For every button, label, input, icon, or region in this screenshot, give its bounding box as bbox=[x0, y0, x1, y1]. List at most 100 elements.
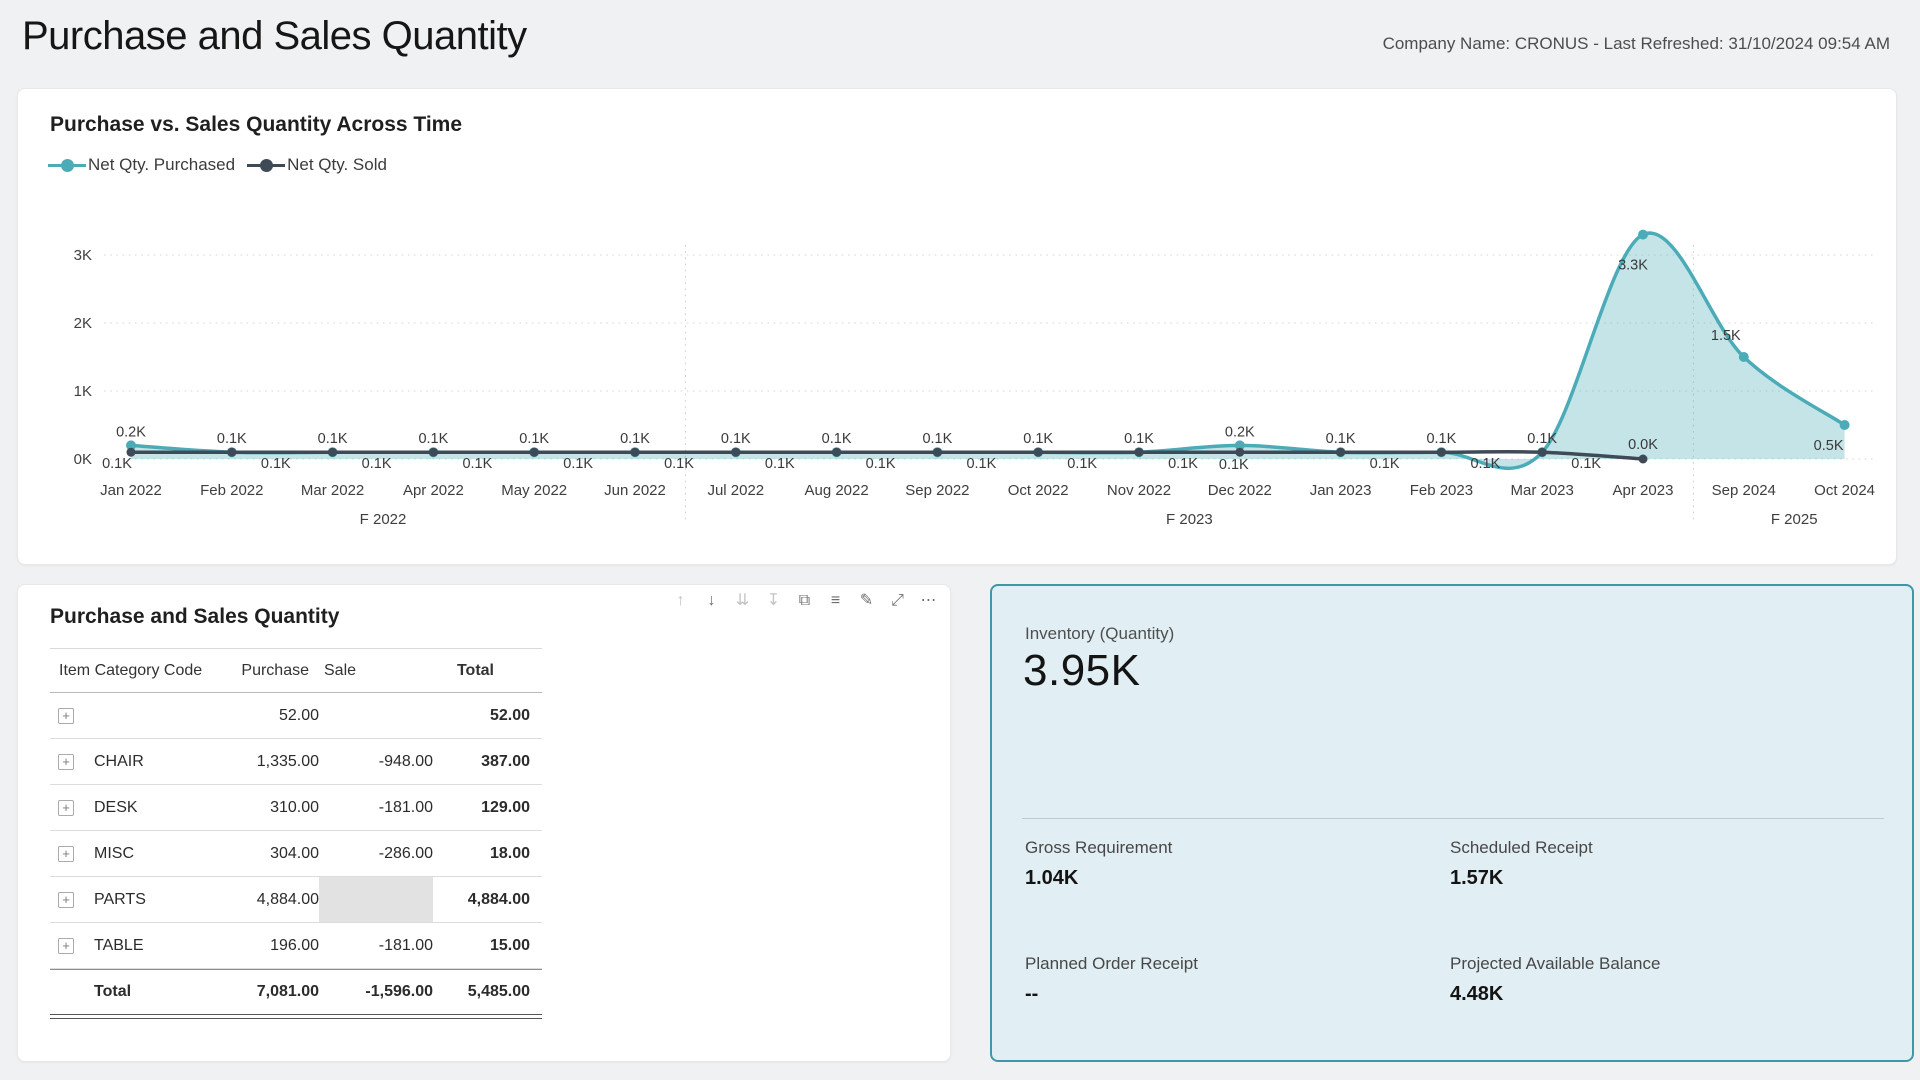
metric-value: -- bbox=[1025, 983, 1445, 1006]
sold-data-point[interactable] bbox=[832, 448, 841, 457]
sold-data-point[interactable] bbox=[328, 448, 337, 457]
sold-data-point[interactable] bbox=[1235, 448, 1244, 457]
metric-label: Scheduled Receipt bbox=[1450, 838, 1870, 858]
purchased-data-label: 0.1K bbox=[217, 431, 247, 447]
line-chart-plot-area[interactable]: 0K1K2K3KJan 2022Feb 2022Mar 2022Apr 2022… bbox=[18, 219, 1898, 559]
expand-row-icon[interactable]: + bbox=[58, 754, 74, 770]
sold-data-point[interactable] bbox=[530, 448, 539, 457]
sold-data-point[interactable] bbox=[1135, 448, 1144, 457]
x-axis-fiscal-year-label: F 2025 bbox=[1771, 511, 1818, 528]
sold-data-label: 0.1K bbox=[261, 456, 291, 472]
sold-data-point[interactable] bbox=[1639, 455, 1648, 464]
x-axis-month-label: Nov 2022 bbox=[1107, 482, 1171, 499]
sale-cell: -286.00 bbox=[319, 831, 433, 876]
metric-planned-order-receipt: Planned Order Receipt -- bbox=[1025, 954, 1445, 1006]
item-category-code-cell: MISC bbox=[78, 831, 224, 876]
sold-data-point[interactable] bbox=[429, 448, 438, 457]
sold-data-label: 0.1K bbox=[462, 456, 492, 472]
y-axis-tick-label: 0K bbox=[74, 451, 92, 468]
expand-row-icon[interactable]: + bbox=[58, 800, 74, 816]
x-axis-fiscal-year-label: F 2022 bbox=[360, 511, 407, 528]
copy-icon[interactable]: ⧉ bbox=[795, 591, 814, 610]
purchased-data-label: 3.3K bbox=[1618, 258, 1648, 274]
table-row[interactable]: +CHAIR1,335.00-948.00387.00 bbox=[50, 739, 542, 785]
total-cell: 129.00 bbox=[433, 785, 530, 830]
col-header-purchase[interactable]: Purchase bbox=[224, 662, 319, 680]
sold-data-point[interactable] bbox=[1538, 448, 1547, 457]
table-row[interactable]: +PARTS4,884.004,884.00 bbox=[50, 877, 542, 923]
table-row[interactable]: +MISC304.00-286.0018.00 bbox=[50, 831, 542, 877]
col-header-item-category-code[interactable]: Item Category Code bbox=[50, 662, 224, 680]
legend-label-purchased: Net Qty. Purchased bbox=[88, 155, 235, 175]
sale-cell: -948.00 bbox=[319, 739, 433, 784]
expander-cell bbox=[50, 970, 78, 1014]
metric-label: Planned Order Receipt bbox=[1025, 954, 1445, 974]
x-axis-month-label: Sep 2022 bbox=[905, 482, 969, 499]
drill-down-icon[interactable]: ↓ bbox=[702, 591, 721, 610]
total-cell: 18.00 bbox=[433, 831, 530, 876]
sold-data-point[interactable] bbox=[933, 448, 942, 457]
purchase-cell: 304.00 bbox=[224, 831, 319, 876]
expander-cell: + bbox=[50, 693, 78, 738]
x-axis-month-label: Sep 2024 bbox=[1712, 482, 1776, 499]
purchased-data-label: 0.1K bbox=[418, 431, 448, 447]
purchased-data-label: 0.1K bbox=[922, 431, 952, 447]
sold-data-point[interactable] bbox=[1437, 448, 1446, 457]
sold-data-point[interactable] bbox=[227, 448, 236, 457]
expand-row-icon[interactable]: + bbox=[58, 892, 74, 908]
legend-item-purchased[interactable]: Net Qty. Purchased bbox=[48, 155, 235, 175]
kpi-card-divider bbox=[1022, 818, 1884, 819]
expand-row-icon[interactable]: + bbox=[58, 938, 74, 954]
item-category-code-cell: Total bbox=[78, 970, 224, 1014]
sale-cell bbox=[319, 877, 433, 922]
sold-data-label: 0.1K bbox=[966, 456, 996, 472]
purchased-data-point[interactable] bbox=[1840, 420, 1850, 430]
edit-icon[interactable]: ✎ bbox=[857, 591, 876, 610]
table-row[interactable]: +TABLE196.00-181.0015.00 bbox=[50, 923, 542, 969]
legend-item-sold[interactable]: Net Qty. Sold bbox=[247, 155, 387, 175]
purchase-cell: 196.00 bbox=[224, 923, 319, 968]
sold-data-label: 0.1K bbox=[1219, 457, 1249, 473]
page-title: Purchase and Sales Quantity bbox=[22, 14, 527, 59]
y-axis-tick-label: 1K bbox=[74, 383, 92, 400]
x-axis-month-label: Jun 2022 bbox=[604, 482, 666, 499]
focus-mode-icon[interactable]: ⤢ bbox=[888, 591, 907, 610]
purchased-data-point[interactable] bbox=[1739, 352, 1749, 362]
col-header-total[interactable]: Total bbox=[433, 662, 530, 680]
chart-visual: Purchase vs. Sales Quantity Across Time … bbox=[17, 88, 1897, 565]
table-title: Purchase and Sales Quantity bbox=[50, 605, 339, 629]
sold-data-point[interactable] bbox=[1034, 448, 1043, 457]
purchased-data-point[interactable] bbox=[1638, 230, 1648, 240]
purchased-data-label: 0.1K bbox=[620, 431, 650, 447]
purchase-cell: 7,081.00 bbox=[224, 970, 319, 1014]
drill-up-icon: ↑ bbox=[671, 591, 690, 610]
x-axis-fiscal-year-label: F 2023 bbox=[1166, 511, 1213, 528]
x-axis-month-label: Mar 2023 bbox=[1511, 482, 1574, 499]
more-options-icon[interactable]: ⋯ bbox=[919, 591, 938, 610]
sold-data-point[interactable] bbox=[631, 448, 640, 457]
expand-row-icon[interactable]: + bbox=[58, 846, 74, 862]
item-category-code-cell: PARTS bbox=[78, 877, 224, 922]
sold-data-point[interactable] bbox=[731, 448, 740, 457]
total-cell: 387.00 bbox=[433, 739, 530, 784]
x-axis-month-label: Oct 2024 bbox=[1814, 482, 1875, 499]
sold-data-point[interactable] bbox=[1336, 448, 1345, 457]
x-axis-month-label: May 2022 bbox=[501, 482, 567, 499]
sold-data-label: 0.1K bbox=[1168, 456, 1198, 472]
sold-data-label: 0.1K bbox=[1370, 456, 1400, 472]
purchased-data-label: 0.1K bbox=[721, 431, 751, 447]
col-header-sale[interactable]: Sale bbox=[319, 662, 433, 680]
x-axis-month-label: Feb 2023 bbox=[1410, 482, 1473, 499]
visual-header-toolbar: ↑↓⇊↧⧉≡✎⤢⋯ bbox=[671, 591, 938, 610]
metric-value: 4.48K bbox=[1450, 983, 1870, 1006]
inventory-kpi-card: Inventory (Quantity) 3.95K Gross Require… bbox=[990, 584, 1914, 1062]
kpi-card-value: 3.95K bbox=[1023, 646, 1140, 696]
expand-row-icon[interactable]: + bbox=[58, 708, 74, 724]
table-total-row[interactable]: Total7,081.00-1,596.005,485.00 bbox=[50, 969, 542, 1015]
total-cell: 52.00 bbox=[433, 693, 530, 738]
sale-cell: -1,596.00 bbox=[319, 970, 433, 1014]
table-row[interactable]: +52.0052.00 bbox=[50, 693, 542, 739]
table-row[interactable]: +DESK310.00-181.00129.00 bbox=[50, 785, 542, 831]
filter-icon[interactable]: ≡ bbox=[826, 591, 845, 610]
sold-data-label: 0.1K bbox=[866, 456, 896, 472]
